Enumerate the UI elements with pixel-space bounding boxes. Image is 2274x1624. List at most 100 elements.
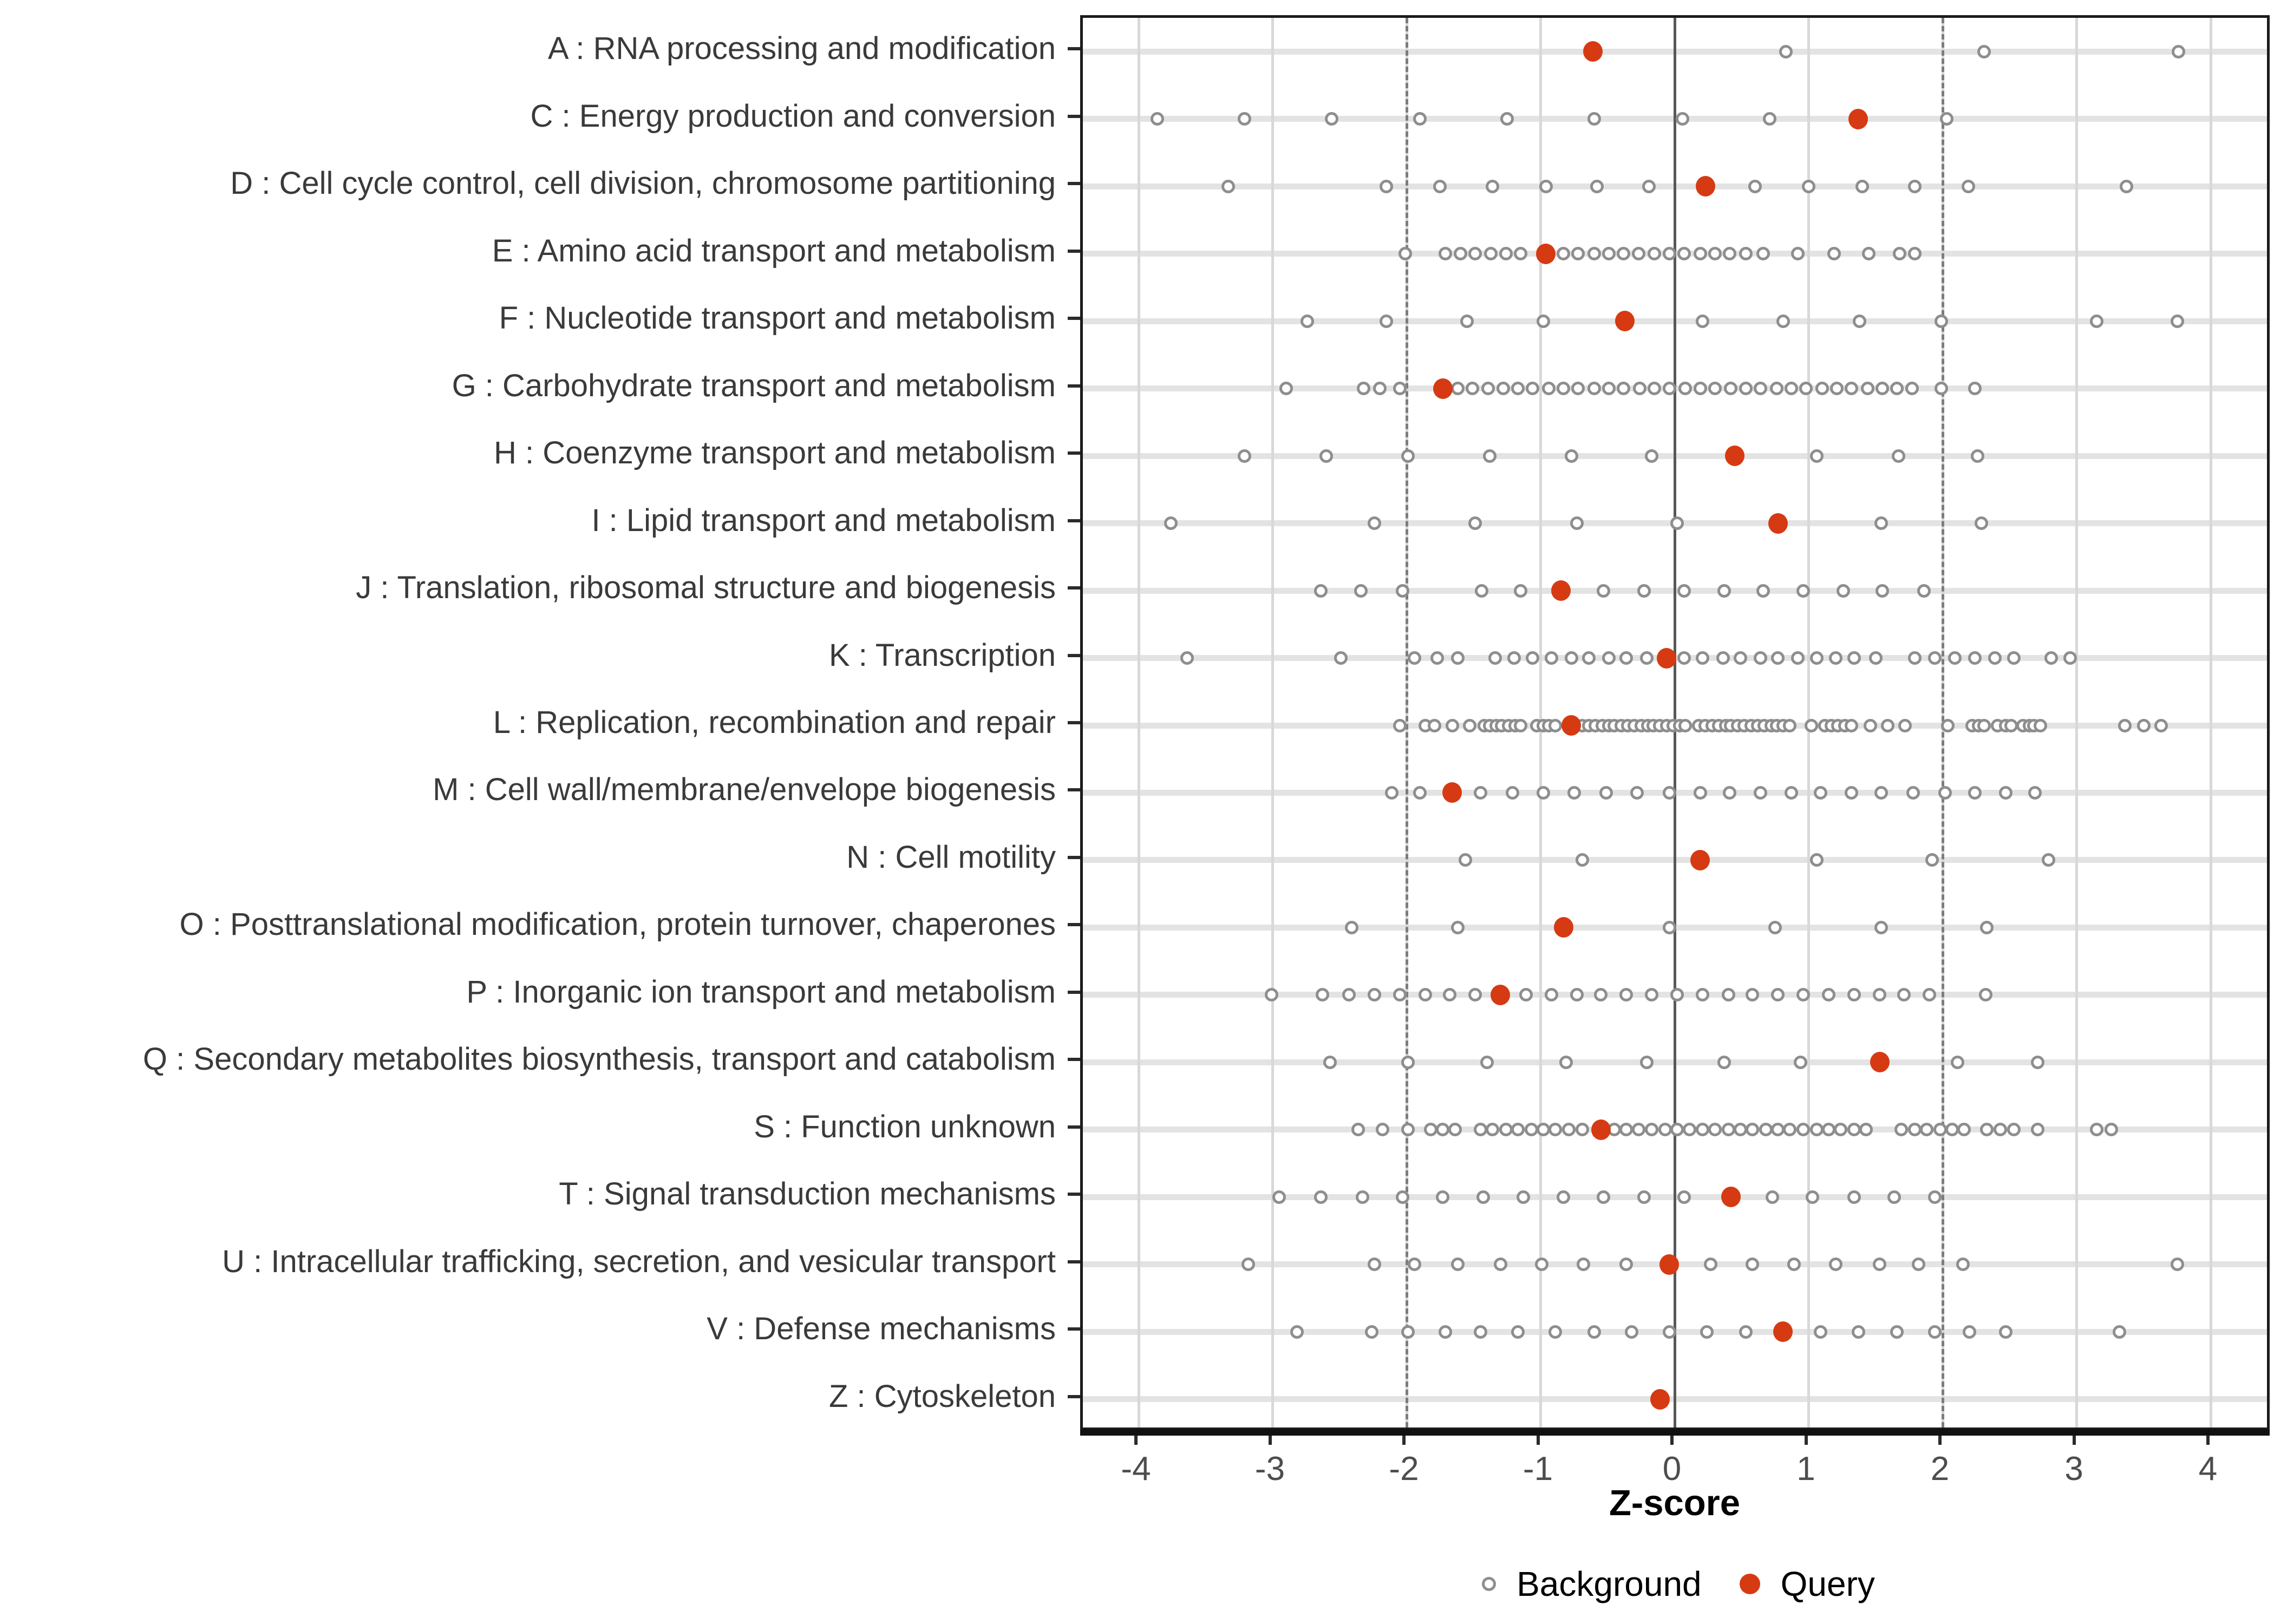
background-point [1513,718,1527,732]
background-point [2105,1123,2119,1137]
background-point [1708,1123,1722,1137]
category-label: L : Replication, recombination and repai… [493,705,1056,740]
background-point [1602,247,1616,261]
background-point [1238,112,1252,126]
background-point [1753,651,1767,665]
background-point [1564,449,1578,463]
background-point [1898,718,1912,732]
background-point [1980,1123,1994,1137]
background-point [1507,651,1521,665]
x-tick-mark [1134,1436,1138,1445]
category-label: K : Transcription [828,637,1056,673]
background-point [1602,382,1616,396]
background-point [1855,179,1869,193]
x-tick-mark [2072,1436,2076,1445]
threshold-line--2 [1405,18,1408,1427]
background-point [2042,853,2056,867]
x-tick-label: -2 [1389,1450,1419,1488]
background-point [2007,1123,2021,1137]
background-point [1436,1123,1450,1137]
background-point [1544,651,1558,665]
background-point [1513,247,1527,261]
x-tick-mark [1268,1436,1272,1445]
background-point [1925,853,1939,867]
y-tick-mark [1068,586,1080,590]
background-point [1733,1123,1747,1137]
background-point [1625,1325,1639,1339]
background-point [1571,247,1585,261]
query-point [1491,984,1511,1005]
background-point [1272,1190,1286,1204]
background-point [1462,718,1476,732]
background-point [1746,1123,1760,1137]
background-point [1482,449,1497,463]
background-point [1783,1123,1797,1137]
query-point [1695,176,1715,197]
background-point [1704,1258,1718,1272]
background-point [1324,112,1338,126]
background-point [2113,1325,2127,1339]
x-tick-label: 4 [2198,1450,2218,1488]
background-point [1922,988,1936,1002]
background-point [1645,449,1659,463]
background-point [1488,651,1502,665]
background-point [1301,314,1315,328]
background-point [1408,651,1422,665]
background-point [1876,584,1890,598]
background-point [1905,382,1919,396]
background-point [1784,382,1798,396]
background-point [1759,1123,1773,1137]
y-tick-mark [1068,1193,1080,1196]
background-point [1678,382,1693,396]
background-point [2172,44,2186,58]
category-label: Q : Secondary metabolites biosynthesis, … [142,1042,1056,1077]
x-tick-label: -3 [1254,1450,1285,1488]
background-point [1956,1258,1970,1272]
background-point [1746,988,1760,1002]
background-point [1662,382,1676,396]
background-point [1779,44,1793,58]
query-point [1442,782,1462,803]
background-point [1828,1258,1842,1272]
background-point [1768,920,1782,934]
background-point [1693,785,1707,800]
background-point [1911,1258,1925,1272]
background-point [1753,382,1767,396]
background-point [1696,988,1710,1002]
background-point [1890,1325,1904,1339]
background-point [1968,382,1982,396]
background-point [1868,651,1883,665]
y-tick-mark [1068,1260,1080,1263]
background-point [1722,247,1736,261]
background-point [1590,179,1604,193]
category-label: H : Coenzyme transport and metabolism [494,435,1056,471]
background-point [1927,1190,1942,1204]
category-label: E : Amino acid transport and metabolism [492,233,1056,269]
background-point [1413,112,1427,126]
background-point [1980,920,1994,934]
background-point [1499,1123,1513,1137]
background-point [1791,247,1805,261]
background-point [1450,382,1465,396]
legend-background-open-circle-icon [1482,1577,1497,1591]
background-point [1721,1123,1735,1137]
background-point [1677,1190,1691,1204]
background-point [1373,382,1387,396]
background-point [1968,651,1982,665]
background-point [1151,112,1165,126]
background-point [1506,785,1520,800]
background-point [1927,1325,1942,1339]
background-point [1516,1190,1530,1204]
background-point [2007,651,2021,665]
background-point [1945,1123,1959,1137]
background-point [1676,112,1690,126]
background-point [1570,988,1584,1002]
background-point [1717,584,1731,598]
background-point [1476,1190,1490,1204]
background-point [1796,988,1811,1002]
background-point [2170,314,2184,328]
background-point [1511,1325,1525,1339]
background-point [1847,988,1861,1002]
background-point [1597,584,1611,598]
background-point [1548,1325,1563,1339]
